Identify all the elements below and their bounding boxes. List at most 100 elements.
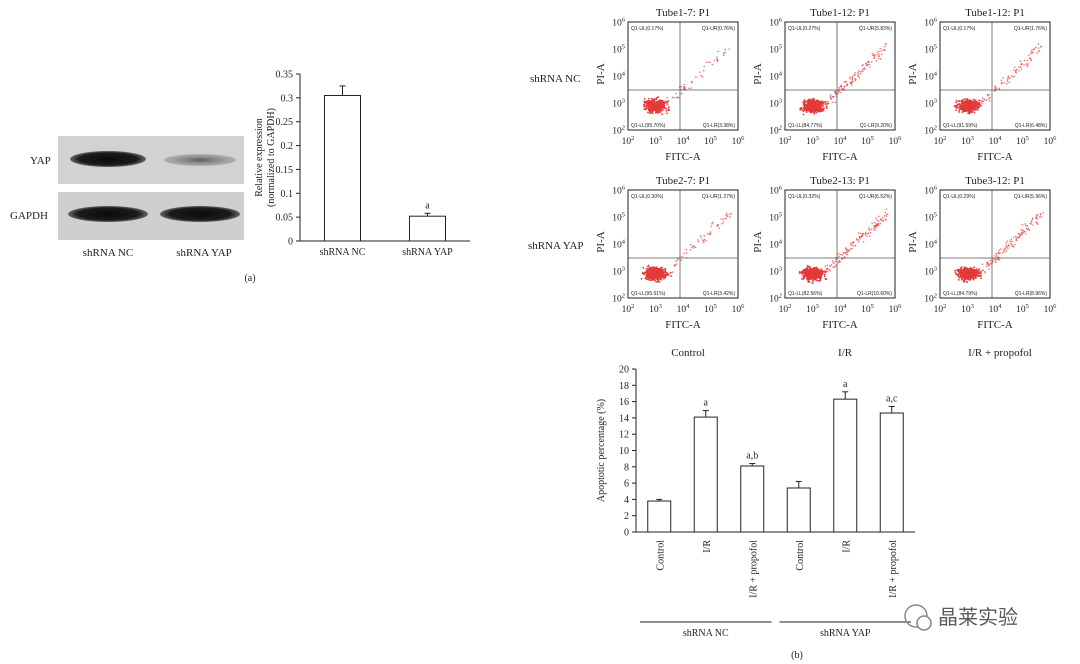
flow-dot — [646, 103, 648, 106]
flow-dot — [817, 276, 819, 278]
x-tick-label: Control — [655, 540, 666, 571]
flow-dot-cloud — [799, 43, 887, 116]
flow-dot — [874, 54, 876, 57]
flow-dot — [1006, 246, 1008, 248]
flow-dot — [1025, 227, 1028, 230]
x-tick-label: 106 — [889, 303, 903, 315]
flow-dot — [807, 99, 809, 102]
flow-dot — [886, 213, 889, 215]
flow-row-label: shRNA YAP — [528, 240, 584, 252]
flow-dot — [964, 108, 967, 110]
flow-dot — [877, 220, 880, 222]
flow-dot — [966, 107, 969, 110]
flow-dot — [1006, 240, 1009, 242]
flow-dot — [1021, 223, 1024, 226]
flow-dot — [722, 218, 724, 221]
flow-dot — [859, 236, 861, 239]
flow-dot — [981, 102, 983, 105]
flow-dot — [652, 277, 655, 280]
flow-dot — [702, 240, 705, 242]
y-tick-label: 105 — [924, 212, 937, 224]
flow-dot — [656, 96, 658, 99]
flow-dot — [883, 215, 886, 217]
flow-dot — [1002, 76, 1004, 79]
flow-dot — [643, 98, 646, 100]
y-axis-title: Apoptotic percentage (%) — [596, 399, 607, 502]
flow-dot — [809, 267, 812, 270]
flow-dot — [1018, 66, 1020, 68]
flow-dot — [643, 104, 646, 106]
flow-dot — [963, 275, 965, 277]
flow-dot — [847, 251, 849, 253]
flow-dot — [646, 102, 648, 105]
y-tick-label: 102 — [769, 293, 782, 305]
flow-dot — [645, 278, 648, 281]
flow-dot — [1032, 48, 1035, 51]
flow-dot — [821, 109, 824, 112]
y-tick-label: 0.1 — [281, 189, 294, 200]
flow-dot — [1020, 63, 1023, 66]
flow-dot — [655, 105, 658, 107]
significance-label: a — [704, 398, 709, 409]
flow-dot — [678, 97, 680, 99]
flow-dot — [845, 81, 847, 83]
flow-dot — [814, 269, 817, 271]
flow-dot — [881, 216, 884, 219]
flow-dot — [996, 255, 998, 258]
flow-dot — [716, 60, 719, 63]
flow-dot — [876, 223, 879, 226]
flow-dot — [853, 245, 855, 247]
flow-dot — [829, 270, 832, 272]
flow-dot — [1032, 224, 1034, 226]
flow-dot — [666, 112, 668, 115]
flow-dot — [826, 264, 829, 267]
flow-dot — [978, 269, 981, 272]
flow-dot — [697, 240, 700, 243]
flow-dot — [1042, 212, 1044, 214]
flow-dot — [1023, 230, 1026, 233]
flow-dot — [1019, 60, 1022, 62]
x-tick-label: 104 — [834, 135, 848, 147]
flow-dot — [655, 274, 657, 277]
flow-dot — [664, 267, 667, 270]
flow-dot — [969, 268, 971, 271]
x-tick-label: 102 — [934, 135, 947, 147]
flow-dot — [827, 102, 830, 105]
flow-dot — [954, 269, 956, 272]
y-axis-title: (normalized to GAPDH) — [266, 108, 277, 207]
flow-dot — [971, 273, 974, 276]
flow-dot — [670, 275, 672, 277]
flow-dot — [962, 110, 965, 113]
y-tick-label: 2 — [624, 511, 629, 522]
x-tick-label: 106 — [732, 135, 746, 147]
flow-dot — [1007, 75, 1010, 77]
flow-dot — [683, 87, 685, 90]
y-tick-label: 4 — [624, 495, 629, 506]
flow-dot — [974, 277, 977, 279]
flow-dot — [955, 101, 958, 104]
x-axis-title: FITC-A — [665, 319, 701, 331]
flow-dot — [703, 65, 705, 68]
y-tick-label: 0 — [624, 528, 629, 539]
x-tick-label: I/R — [841, 540, 852, 553]
flow-dot — [982, 100, 985, 103]
flow-dot — [711, 223, 713, 225]
flow-dot — [853, 74, 855, 77]
flow-dot — [876, 51, 878, 54]
quadrant-label-ur: Q1-UR(5.96%) — [1014, 194, 1047, 200]
flow-dot — [957, 279, 960, 281]
y-tick-label: 106 — [769, 17, 783, 29]
flow-dot — [656, 278, 658, 281]
flow-dot — [1036, 223, 1039, 225]
flow-dot — [665, 100, 667, 103]
flow-dot — [994, 85, 997, 87]
flow-dot — [959, 104, 962, 106]
y-tick-label: 0.3 — [281, 93, 294, 104]
flow-dot — [1026, 224, 1029, 227]
quadrant-label-lr: Q1-LR(8.96%) — [1015, 291, 1048, 297]
flow-dot — [1037, 50, 1040, 53]
flow-dot — [978, 99, 980, 102]
x-tick-label: 105 — [704, 135, 717, 147]
flow-dot — [808, 276, 811, 279]
flow-dot — [1015, 69, 1017, 72]
